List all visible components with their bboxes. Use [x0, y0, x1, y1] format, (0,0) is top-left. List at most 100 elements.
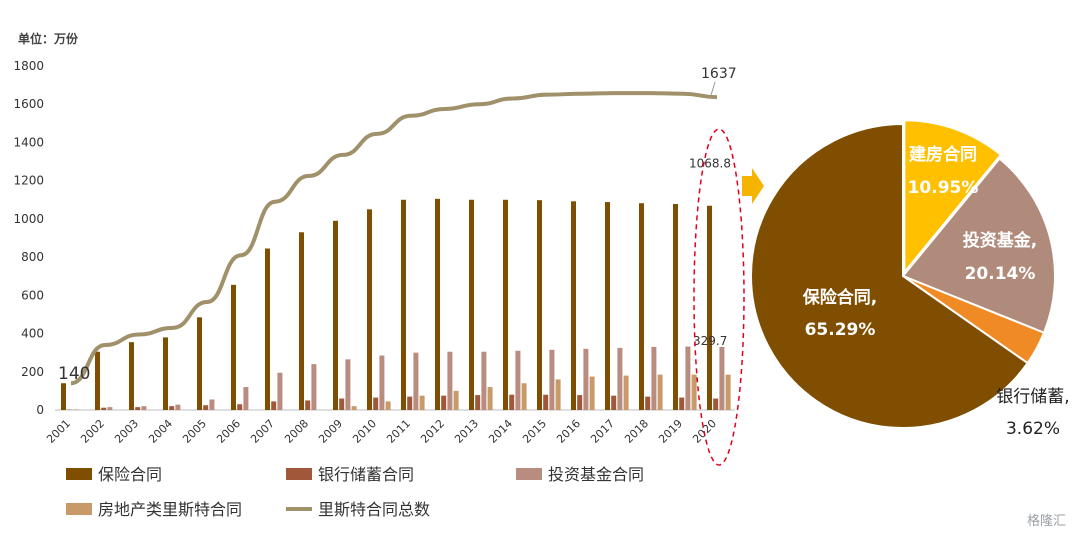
bar [277, 372, 283, 410]
bar [175, 404, 181, 410]
bar [203, 405, 209, 410]
y-tick-label: 1600 [13, 97, 44, 111]
bar [345, 359, 351, 410]
x-tick-label: 2002 [78, 417, 107, 446]
bar [713, 398, 719, 410]
bar [265, 248, 270, 410]
y-tick-label: 800 [21, 250, 44, 264]
legend-label: 银行储蓄合同 [318, 465, 414, 484]
bar [605, 202, 610, 410]
watermark: 格隆汇 [1026, 514, 1066, 529]
legend-label: 房地产类里斯特合同 [98, 500, 242, 519]
bar [135, 407, 141, 410]
bar [271, 401, 277, 410]
y-tick-label: 0 [36, 403, 44, 417]
bar [333, 220, 338, 410]
data-label: 1068.8 [689, 157, 731, 171]
legend-label: 里斯特合同总数 [318, 500, 430, 519]
bar [407, 396, 413, 410]
bar [639, 203, 644, 410]
x-axis: 2001 2002 2003 2004 2005 2006 2007 2008 2009 2010… [44, 417, 719, 446]
bar [107, 407, 113, 410]
bar [481, 351, 487, 410]
x-tick-label: 2006 [214, 417, 243, 446]
bar [441, 395, 447, 410]
y-tick-label: 200 [21, 365, 44, 379]
bar [351, 406, 357, 410]
x-tick-label: 2003 [112, 417, 141, 446]
bar [101, 407, 107, 410]
bar [617, 347, 623, 410]
bar [209, 399, 215, 410]
legend-label: 保险合同 [98, 465, 162, 484]
bar [231, 284, 236, 410]
x-tick-label: 2011 [384, 417, 413, 446]
bar-series [61, 198, 731, 410]
bar [623, 375, 629, 410]
bar [197, 317, 202, 410]
bar [169, 406, 175, 410]
bar [685, 346, 691, 410]
x-tick-label: 2007 [248, 417, 277, 446]
x-tick-label: 2010 [350, 417, 379, 446]
pie-slice-label: 投资基金, [963, 230, 1037, 251]
bar [521, 383, 527, 410]
bar [379, 355, 385, 410]
bar [487, 387, 493, 410]
pie-slice-label: 建房合同 [909, 144, 977, 165]
y-tick-label: 1800 [13, 59, 44, 73]
pie-slice-label: 保险合同, [802, 287, 877, 308]
bar [73, 409, 79, 410]
bar [61, 383, 66, 410]
y-tick-label: 600 [21, 288, 44, 302]
y-tick-label: 1400 [13, 135, 44, 149]
bar [373, 397, 379, 410]
x-tick-label: 2019 [656, 417, 685, 446]
bar [243, 387, 249, 410]
x-tick-label: 2009 [316, 417, 345, 446]
highlight-ellipse [693, 128, 745, 466]
pie-chart: 建房合同 10.95% 投资基金, 20.14% 银行储蓄, 3.62% 保险合同, 65.2… [750, 119, 1070, 439]
data-label: 329.7 [693, 334, 727, 348]
bar [509, 394, 515, 410]
bar [401, 199, 406, 410]
arrow-icon [742, 168, 764, 204]
pie-slice-percent: 10.95% [908, 178, 979, 198]
x-tick-label: 2004 [146, 417, 175, 446]
pie-slice [750, 122, 1029, 429]
bar [413, 352, 419, 410]
bar [475, 395, 481, 410]
bar [515, 350, 521, 410]
x-tick-label: 2012 [418, 417, 447, 446]
bar [657, 374, 663, 410]
bar [589, 376, 595, 410]
x-tick-label: 2018 [622, 417, 651, 446]
bar [577, 395, 583, 410]
data-labels: 140 1637 1068.8 329.7 [58, 66, 737, 384]
bar [95, 351, 100, 410]
bar [679, 397, 685, 410]
pie-slice [901, 157, 1056, 335]
y-axis: 0 200 400 600 800 1000 1200 1400 1600 1800 [13, 59, 44, 417]
bar [129, 342, 134, 410]
bar [163, 337, 168, 410]
unit-label: 单位：万份 [18, 32, 79, 46]
y-tick-label: 1200 [13, 174, 44, 188]
bar [707, 205, 712, 410]
bar [673, 203, 678, 410]
x-tick-label: 2016 [554, 417, 583, 446]
x-tick-label: 2014 [486, 417, 515, 446]
pie-slice-percent: 20.14% [965, 264, 1036, 284]
x-tick-label: 2017 [588, 417, 617, 446]
bar [311, 364, 317, 410]
bar [537, 200, 542, 410]
bar [725, 374, 731, 410]
bar [691, 374, 697, 410]
x-tick-label: 2013 [452, 417, 481, 446]
legend-swatch [286, 468, 312, 480]
bar [367, 209, 372, 410]
bar [305, 400, 311, 410]
leader-line [710, 81, 716, 96]
